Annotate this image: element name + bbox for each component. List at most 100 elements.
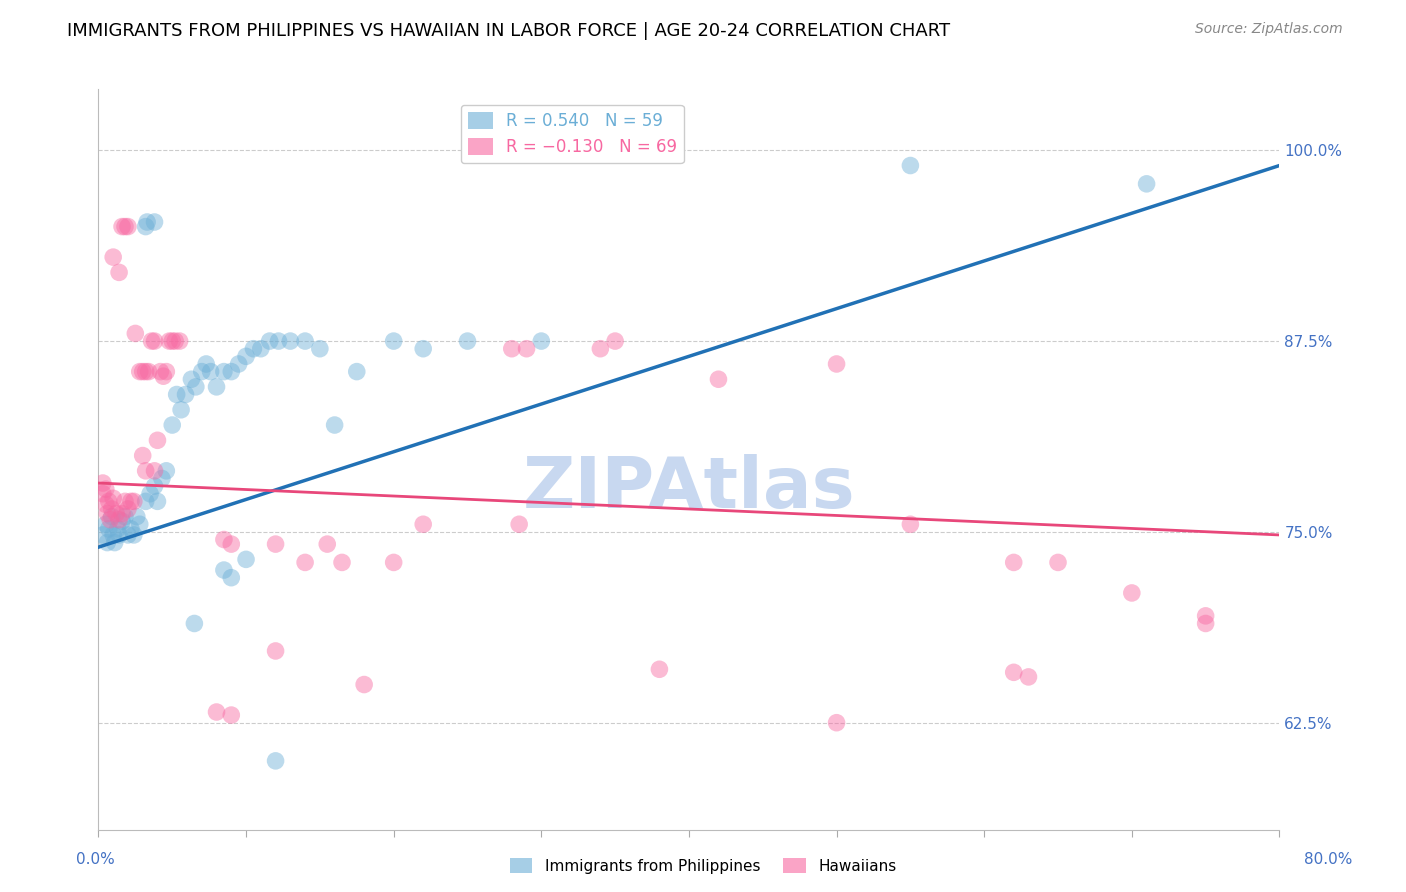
Point [132,449,155,463]
Point [108,265,131,279]
Point [221,708,243,723]
Point [128,365,150,379]
Point [100,509,122,524]
Point [589,342,612,356]
Point [108,528,131,542]
Point [221,537,243,551]
Point [143,215,166,229]
Text: IMMIGRANTS FROM PHILIPPINES VS HAWAIIAN IN LABOR FORCE | AGE 20-24 CORRELATION C: IMMIGRANTS FROM PHILIPPINES VS HAWAIIAN … [67,22,950,40]
Point [457,334,479,348]
Point [1136,177,1159,191]
Point [508,517,530,532]
Text: ZIPAtlas: ZIPAtlas [523,455,855,524]
Point [100,502,122,516]
Point [1002,665,1025,680]
Point [1046,556,1070,570]
Point [900,159,922,173]
Point [1195,608,1218,623]
Point [155,464,177,478]
Point [94,482,117,496]
Point [96,507,118,521]
Point [146,434,169,448]
Point [105,507,128,521]
Point [150,471,173,485]
Point [135,494,157,508]
Point [114,509,136,524]
Legend: Immigrants from Philippines, Hawaiians: Immigrants from Philippines, Hawaiians [503,852,903,880]
Point [94,497,117,511]
Point [353,677,375,691]
Point [135,464,157,478]
Point [117,219,139,234]
Point [707,372,730,386]
Point [235,552,257,566]
Point [267,334,290,348]
Point [146,494,169,508]
Point [191,365,214,379]
Point [120,522,142,536]
Point [125,509,148,524]
Point [122,528,145,542]
Point [825,715,848,730]
Point [114,219,136,234]
Point [1002,556,1025,570]
Point [205,380,228,394]
Point [162,417,183,432]
Point [280,334,302,348]
Point [516,342,538,356]
Point [346,365,368,379]
Point [323,417,346,432]
Point [412,342,434,356]
Point [264,537,287,551]
Legend: R = 0.540   N = 59, R = −0.130   N = 69: R = 0.540 N = 59, R = −0.130 N = 69 [461,105,683,163]
Point [648,662,671,676]
Point [103,250,125,264]
Text: 0.0%: 0.0% [76,852,115,867]
Point [212,563,235,577]
Point [165,334,187,348]
Point [155,365,177,379]
Point [149,365,172,379]
Point [605,334,627,348]
Point [139,487,162,501]
Point [1018,670,1040,684]
Point [170,402,193,417]
Point [180,372,202,386]
Point [143,334,166,348]
Point [212,533,235,547]
Point [124,326,146,341]
Point [98,513,121,527]
Point [143,479,166,493]
Point [114,494,136,508]
Point [97,522,120,536]
Point [183,616,205,631]
Point [135,365,157,379]
Point [294,334,316,348]
Text: 80.0%: 80.0% [1305,852,1353,867]
Point [174,387,197,401]
Point [117,528,139,542]
Point [94,517,117,532]
Point [309,342,332,356]
Point [242,342,264,356]
Point [103,528,125,542]
Point [250,342,273,356]
Point [212,365,235,379]
Point [382,556,405,570]
Point [235,349,257,363]
Point [117,502,139,516]
Point [294,556,316,570]
Point [900,517,922,532]
Point [132,365,155,379]
Point [228,357,250,371]
Point [195,357,218,371]
Point [128,517,150,532]
Point [111,219,134,234]
Point [330,556,353,570]
Point [825,357,848,371]
Point [104,535,127,549]
Point [412,517,434,532]
Point [221,365,243,379]
Point [143,464,166,478]
Point [162,334,183,348]
